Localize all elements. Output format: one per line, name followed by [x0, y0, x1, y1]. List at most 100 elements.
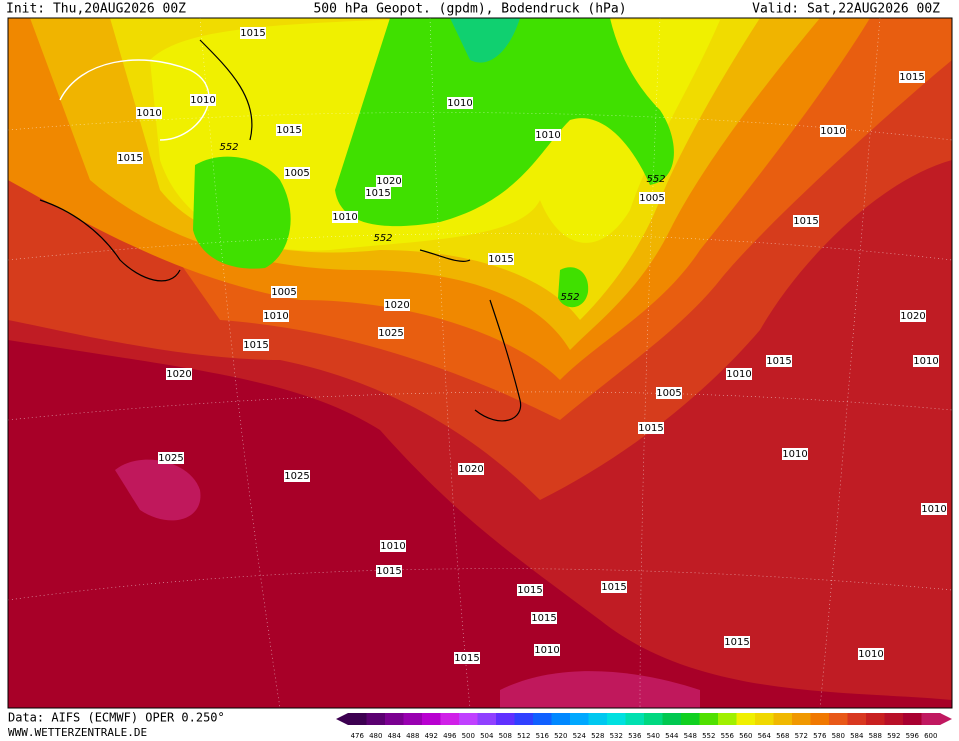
label-box: [535, 129, 561, 141]
label-box: [158, 452, 184, 464]
label-box: [793, 215, 819, 227]
pressure-label: 1015: [601, 582, 626, 593]
scale-label: 508: [499, 732, 512, 740]
scale-label: 488: [406, 732, 419, 740]
label-box: [263, 310, 289, 322]
label-box: [899, 71, 925, 83]
pressure-label: 1015: [766, 356, 791, 367]
label-box: [166, 368, 192, 380]
label-box: [458, 463, 484, 475]
label-box: [190, 94, 216, 106]
pressure-label: 1020: [900, 311, 925, 322]
label-box: [271, 286, 297, 298]
scale-label: 588: [869, 732, 882, 740]
scale-swatch: [773, 713, 793, 725]
pressure-label: 1010: [820, 126, 845, 137]
pressure-label: 1010: [921, 504, 946, 515]
scale-swatch: [829, 713, 848, 725]
pressure-label: 1015: [899, 72, 924, 83]
scale-label: 476: [351, 732, 365, 740]
pressure-label: 1015: [276, 125, 301, 136]
pressure-label: 1010: [726, 369, 751, 380]
scale-label: 540: [647, 732, 660, 740]
height-label: 552: [373, 233, 392, 244]
scale-swatch: [570, 713, 589, 725]
pressure-label: 1025: [378, 328, 403, 339]
valid-time: Valid: Sat,22AUG2026 00Z: [752, 2, 940, 17]
label-box: [447, 97, 473, 109]
scale-swatch: [866, 713, 885, 725]
scale-label: 528: [591, 732, 604, 740]
pressure-label: 1005: [271, 287, 296, 298]
scale-label: 552: [702, 732, 715, 740]
scale-label: 564: [758, 732, 772, 740]
pressure-label: 1025: [158, 453, 183, 464]
pressure-label: 1020: [166, 369, 191, 380]
scale-label: 512: [517, 732, 530, 740]
scale-swatch: [440, 713, 460, 725]
pressure-label: 1020: [376, 176, 401, 187]
scale-label: 484: [388, 732, 402, 740]
pressure-label: 1005: [639, 193, 664, 204]
scale-label: 520: [554, 732, 567, 740]
pressure-label: 1010: [263, 311, 288, 322]
label-box: [488, 253, 514, 265]
scale-swatch: [366, 713, 386, 725]
pressure-label: 1010: [136, 108, 161, 119]
map-title: 500 hPa Geopot. (gpdm), Bodendruck (hPa): [313, 2, 626, 17]
pressure-label: 1010: [380, 541, 405, 552]
scale-arrow-right: [940, 713, 952, 725]
scale-swatch: [644, 713, 663, 725]
scale-label: 580: [832, 732, 845, 740]
label-box: [656, 387, 682, 399]
scale-arrow-left: [336, 713, 348, 725]
color-scale: 476 480 484 488 492 496 500 504 508 512 516 520 524 5…: [336, 713, 952, 740]
label-box: [639, 192, 665, 204]
label-box: [766, 355, 792, 367]
pressure-label: 1010: [535, 130, 560, 141]
pressure-label: 1010: [447, 98, 472, 109]
scale-label: 576: [813, 732, 827, 740]
pressure-label: 1010: [858, 649, 883, 660]
label-box: [117, 152, 143, 164]
scale-swatch: [459, 713, 478, 725]
scale-label: 596: [906, 732, 920, 740]
label-box: [601, 581, 627, 593]
pressure-label: 1015: [488, 254, 513, 265]
pressure-label: 1025: [284, 471, 309, 482]
label-box: [243, 339, 269, 351]
label-box: [276, 124, 302, 136]
scale-swatch: [551, 713, 571, 725]
scale-swatch: [477, 713, 497, 725]
pressure-label: 1010: [190, 95, 215, 106]
scale-swatch: [921, 713, 941, 725]
isobar-labels: 1015101010101015552101510051020101510105…: [117, 27, 947, 664]
scale-swatch: [662, 713, 682, 725]
scale-swatch: [588, 713, 608, 725]
init-time: Init: Thu,20AUG2026 00Z: [6, 2, 186, 17]
pressure-label: 1015: [117, 153, 142, 164]
pressure-label: 1015: [365, 188, 390, 199]
label-box: [240, 27, 266, 39]
label-box: [638, 422, 664, 434]
scale-swatch: [625, 713, 645, 725]
label-box: [378, 327, 404, 339]
label-box: [913, 355, 939, 367]
scale-label: 600: [924, 732, 937, 740]
scale-swatch: [496, 713, 515, 725]
label-box: [726, 368, 752, 380]
scale-swatch: [681, 713, 700, 725]
scale-label: 500: [462, 732, 475, 740]
label-box: [332, 211, 358, 223]
data-source: Data: AIFS (ECMWF) OPER 0.250°: [8, 711, 225, 725]
map-area: [8, 18, 952, 708]
pressure-label: 1015: [376, 566, 401, 577]
height-label: 552: [219, 142, 238, 153]
scale-swatch: [699, 713, 719, 725]
map-frame: [7, 17, 953, 709]
pressure-label: 1010: [534, 645, 559, 656]
scale-swatch: [903, 713, 922, 725]
label-box: [782, 448, 808, 460]
scale-swatch: [422, 713, 441, 725]
pressure-label: 1015: [724, 637, 749, 648]
